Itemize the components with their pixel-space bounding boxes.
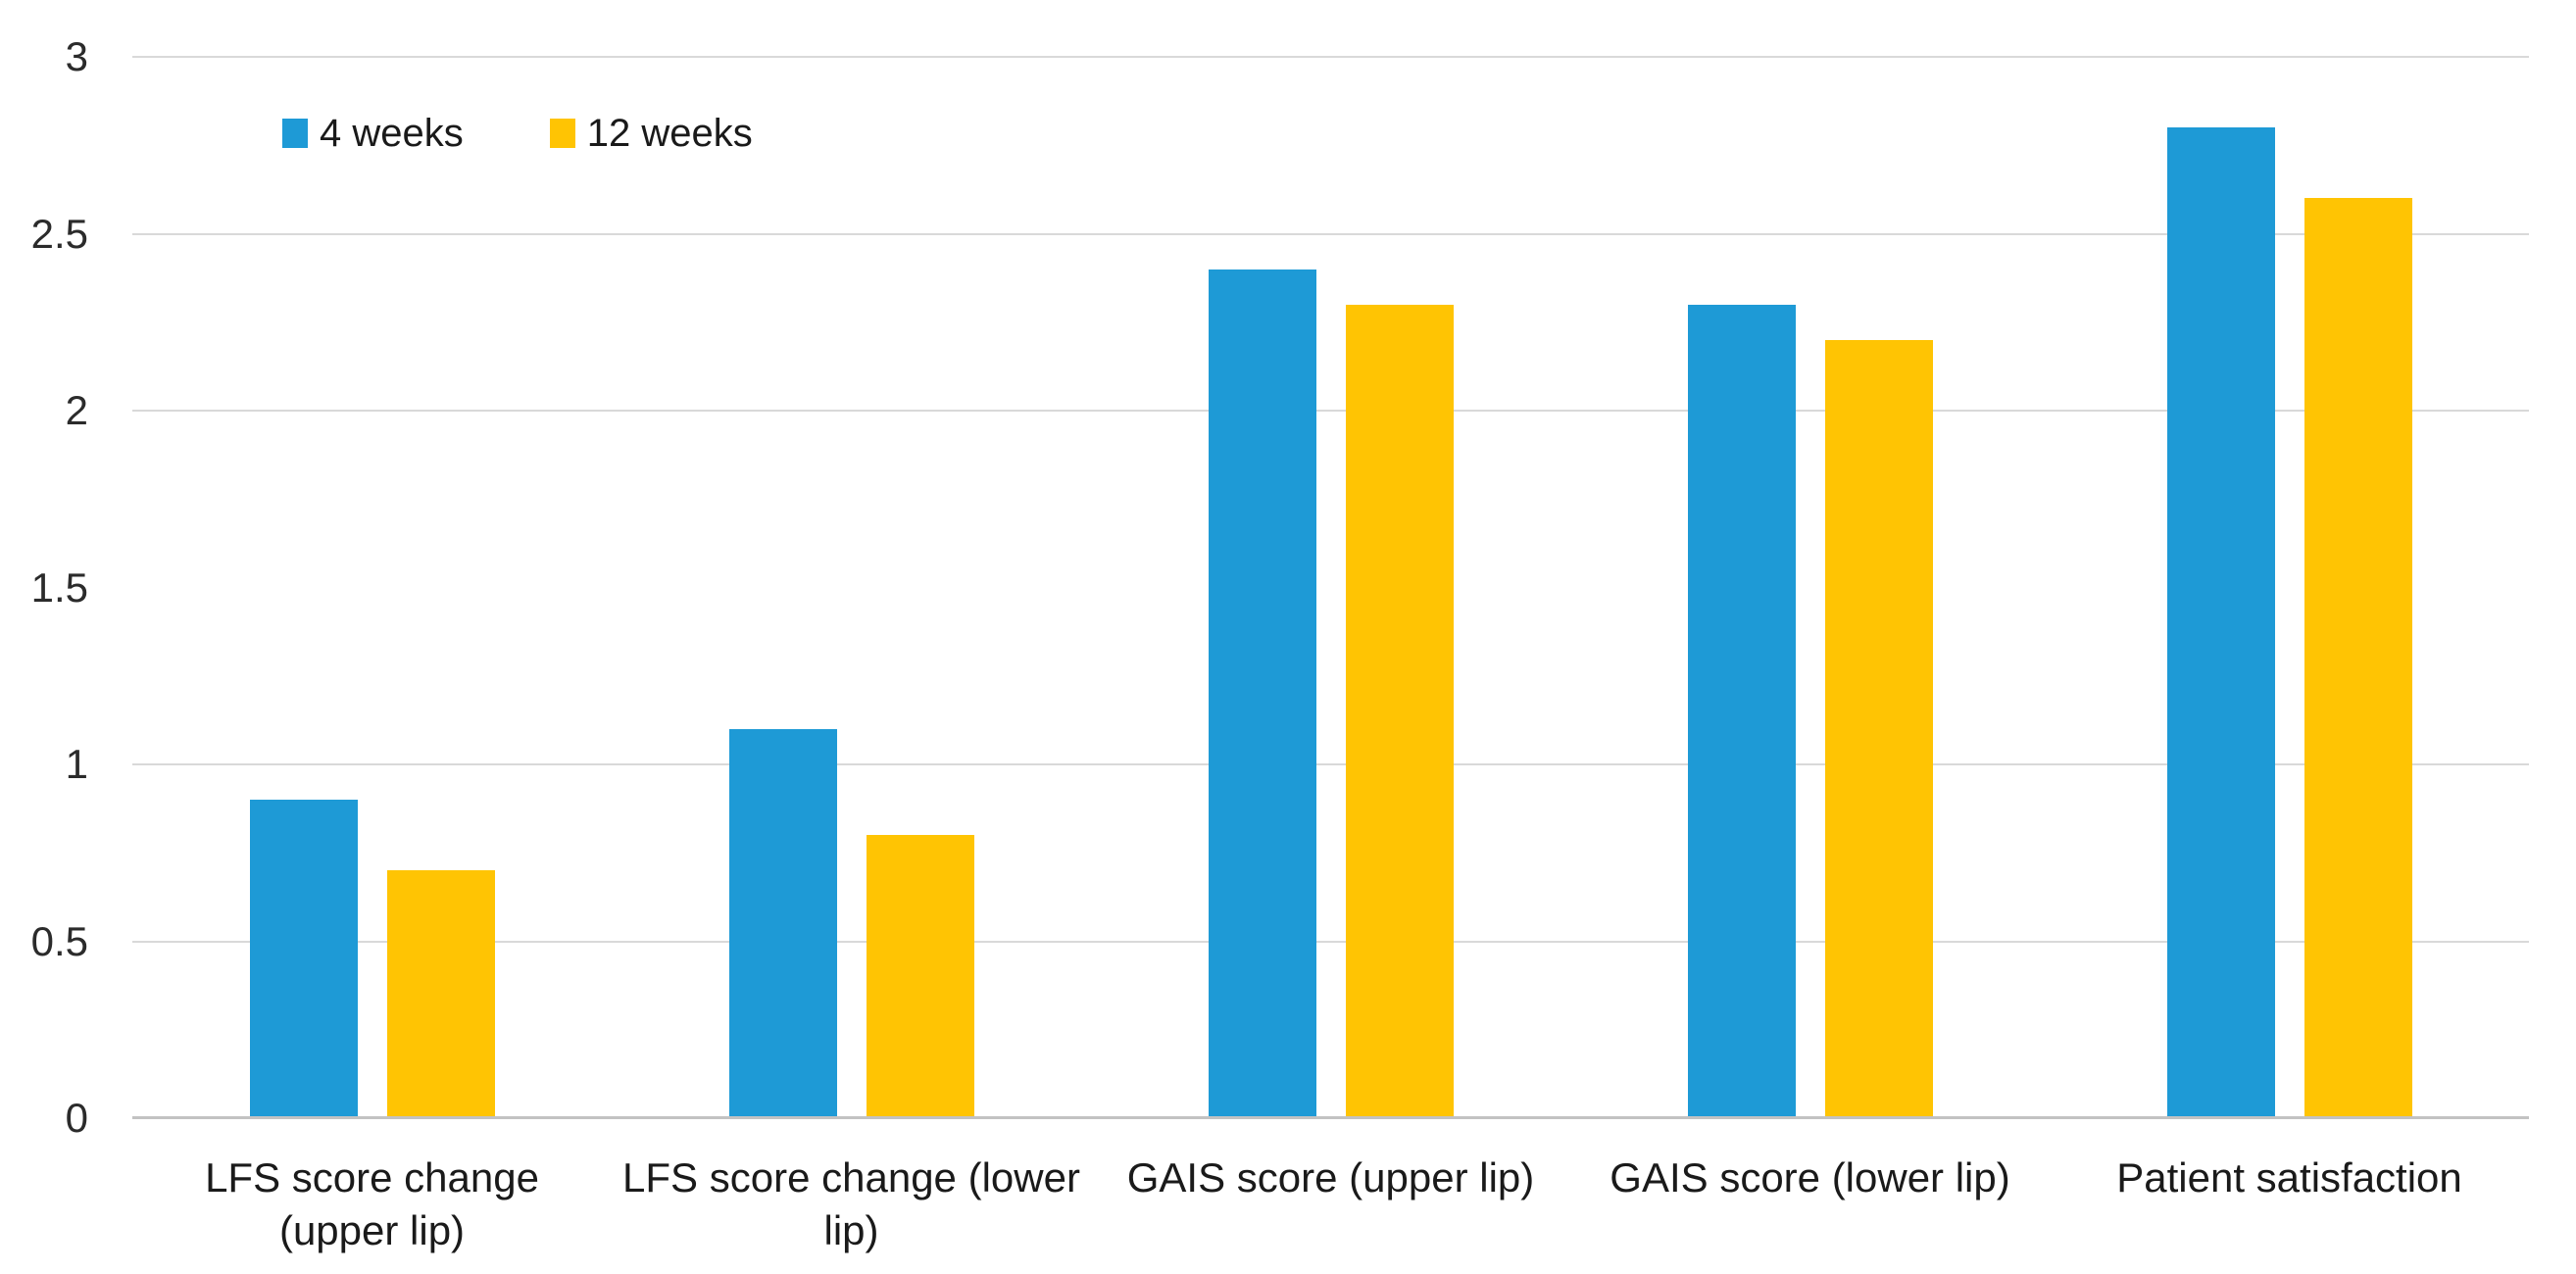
bar-12-weeks-group-2 xyxy=(1345,304,1454,1118)
gridline-2.5 xyxy=(132,232,2529,235)
legend-swatch-4-weeks xyxy=(282,119,308,148)
legend-item-4-weeks: 4 weeks xyxy=(282,114,464,153)
legend-swatch-12-weeks xyxy=(549,119,575,148)
bar-4-weeks-group-2 xyxy=(1208,269,1316,1118)
legend-label-12-weeks: 12 weeks xyxy=(586,112,753,155)
x-category-label: GAIS score (upper lip) xyxy=(1126,1154,1535,1200)
y-tick-label-2: 2 xyxy=(65,387,88,433)
x-category-label: GAIS score (lower lip) xyxy=(1610,1154,2010,1200)
chart-legend: 4 weeks 12 weeks xyxy=(282,114,753,153)
bar-12-weeks-group-3 xyxy=(1824,339,1933,1118)
bar-4-weeks-group-3 xyxy=(1687,304,1796,1118)
y-tick-label-1.5: 1.5 xyxy=(30,564,88,611)
gridline-3 xyxy=(132,56,2529,58)
x-category-label: Patient satisfaction xyxy=(2116,1154,2462,1200)
gridline-2 xyxy=(132,410,2529,413)
bar-4-weeks-group-4 xyxy=(2166,127,2275,1118)
legend-item-12-weeks: 12 weeks xyxy=(549,112,753,155)
y-tick-label-0: 0 xyxy=(65,1095,88,1141)
y-tick-label-2.5: 2.5 xyxy=(30,210,88,257)
y-tick-label-0.5: 0.5 xyxy=(30,917,88,964)
bar-12-weeks-group-4 xyxy=(2304,198,2412,1118)
bar-4-weeks-group-1 xyxy=(728,728,837,1118)
gridline-0.5 xyxy=(132,940,2529,943)
bar-4-weeks-group-0 xyxy=(249,800,358,1118)
bar-12-weeks-group-0 xyxy=(386,870,495,1118)
x-axis-line xyxy=(132,1116,2529,1119)
plot-area: 0 0.5 1 1.5 2 2.5 3 LFS score change (upper lip… xyxy=(31,36,2529,1253)
y-tick-label-1: 1 xyxy=(65,741,88,787)
y-tick-label-3: 3 xyxy=(65,33,88,79)
legend-label-4-weeks: 4 weeks xyxy=(320,112,464,155)
gridline-1 xyxy=(132,763,2529,766)
x-category-label: LFS score change (lower lip) xyxy=(622,1154,1080,1253)
x-category-label: LFS score change (upper lip) xyxy=(205,1154,539,1253)
bar-12-weeks-group-1 xyxy=(866,835,974,1118)
